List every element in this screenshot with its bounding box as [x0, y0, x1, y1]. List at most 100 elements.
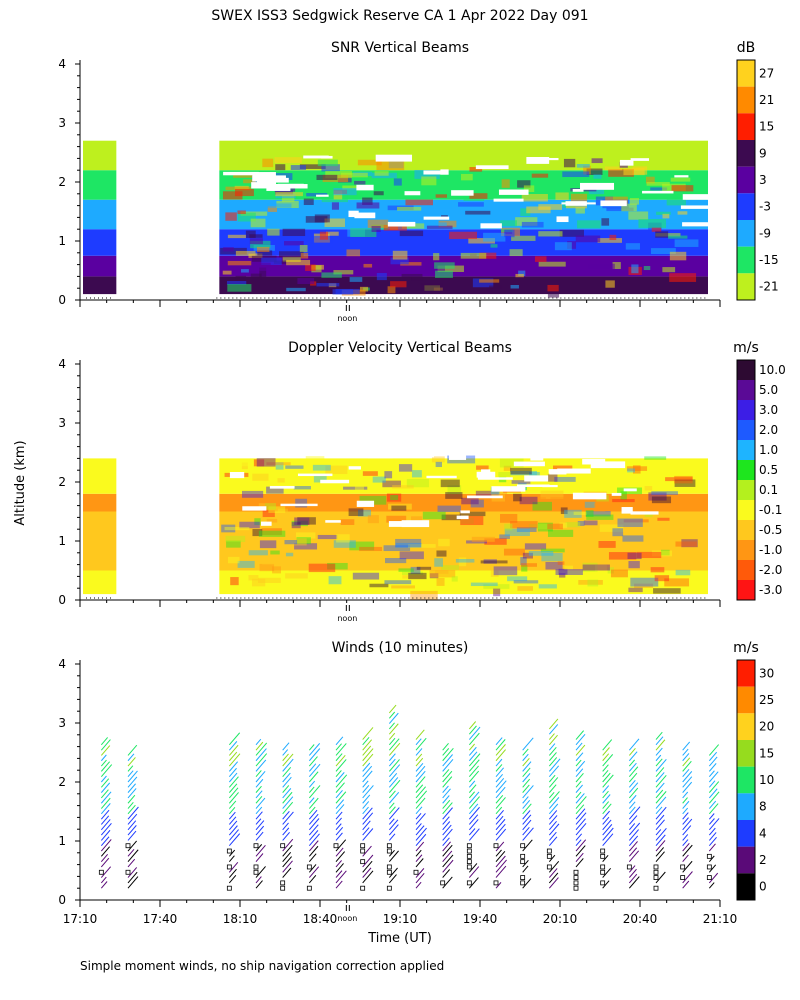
wind-barb [335, 811, 343, 820]
heat-cell [299, 164, 326, 169]
wind-barb [335, 736, 344, 746]
wind-barb [628, 876, 640, 889]
missing-cell [426, 475, 457, 479]
heat-cell [262, 559, 281, 565]
calm-marker [466, 843, 472, 849]
heat-cell [401, 571, 424, 576]
wind-barb [548, 815, 558, 825]
heat-cell [577, 220, 601, 229]
heat-cell [501, 179, 510, 188]
wind-barb [548, 797, 560, 809]
heat-cell [342, 185, 364, 190]
wind-barb [127, 867, 138, 878]
wind-barb [127, 871, 138, 884]
wind-barb [655, 827, 667, 841]
wind-barb [468, 732, 480, 746]
heat-cell [262, 158, 274, 168]
colorbar-label: 0.5 [759, 463, 778, 477]
wind-barb [495, 744, 506, 756]
wind-barb [127, 801, 134, 809]
colorbar-label: 10 [759, 773, 774, 787]
heat-cell [397, 206, 422, 211]
missing-cell [303, 155, 329, 159]
wind-barb [522, 761, 532, 772]
wind-barb [682, 760, 692, 772]
wind-barb [442, 799, 451, 809]
heat-cell [555, 192, 569, 200]
heat-cell [333, 540, 356, 548]
heat-cell [522, 552, 533, 559]
heat-cell [662, 213, 670, 219]
heat-cell [256, 246, 270, 252]
missing-cell [252, 172, 276, 176]
heat-cell [359, 546, 383, 552]
heat-cell [510, 521, 538, 529]
y-tick-label: 1 [58, 234, 66, 248]
heat-cell [510, 285, 519, 289]
wind-barb [308, 853, 317, 862]
heat-layer [83, 229, 117, 256]
colorbar-swatch [737, 140, 755, 167]
altitude-axis-label: Altitude (km) [13, 440, 28, 525]
panel-3: Winds (10 minutes) 0 1 2 3 4 17:10 17:40 18:10 18… [58, 640, 774, 926]
wind-barb [127, 753, 135, 762]
heat-cell [472, 278, 494, 288]
wind-barb [655, 789, 664, 799]
wind-barb [442, 824, 452, 836]
wind-barb [495, 859, 507, 873]
heat-cell [248, 575, 259, 581]
wind-barb [522, 810, 531, 820]
heat-cell [328, 576, 342, 585]
heat-cell [390, 495, 399, 501]
heat-cell [665, 477, 693, 482]
wind-barb [655, 871, 666, 884]
wind-barb [282, 811, 290, 820]
wind-barb [362, 727, 374, 740]
missing-cell [460, 510, 470, 514]
wind-barb [282, 851, 292, 862]
wind-barb [468, 814, 479, 825]
wind-barb [282, 772, 291, 783]
heat-cell [620, 491, 627, 501]
heat-cell [654, 575, 670, 582]
wind-barb [308, 763, 321, 778]
heat-cell [399, 230, 424, 237]
heat-cell [575, 235, 601, 243]
heat-cell [588, 263, 615, 269]
colorbar-swatch [737, 460, 755, 480]
y-tick-label: 0 [58, 593, 66, 607]
panel-2: Doppler Velocity Vertical Beams 0 1 2 3 4 noon… [58, 340, 785, 623]
heat-cell [295, 498, 308, 508]
heat-cell [612, 262, 621, 269]
missing-cell [260, 521, 272, 526]
heat-cell [357, 159, 382, 166]
missing-cell [251, 182, 277, 189]
colorbar-swatch [737, 820, 755, 847]
missing-cell [321, 155, 333, 159]
calm-marker [653, 885, 659, 891]
heat-cell [486, 286, 494, 292]
heat-cell [250, 273, 262, 280]
heat-cell [316, 174, 338, 181]
heat-cell [311, 265, 322, 273]
colorbar-swatch [737, 166, 755, 194]
wind-barb [308, 813, 319, 825]
heat-cell [376, 161, 405, 171]
wind-barb [127, 876, 139, 889]
x-tick-label: 20:10 [543, 912, 578, 926]
heat-cell [515, 217, 538, 226]
wind-barb [682, 800, 690, 809]
wind-barb [442, 837, 450, 847]
heat-cell [475, 490, 499, 498]
heat-cell [653, 588, 681, 594]
wind-barb [415, 753, 423, 762]
heat-cell [470, 499, 484, 508]
calm-marker [466, 859, 472, 865]
heat-layer [219, 570, 709, 595]
wind-barb [682, 771, 693, 783]
heat-cell [256, 458, 276, 467]
wind-barb [628, 782, 639, 793]
wind-barb [495, 882, 502, 889]
wind-barb [708, 813, 715, 820]
wind-barb [255, 806, 263, 815]
